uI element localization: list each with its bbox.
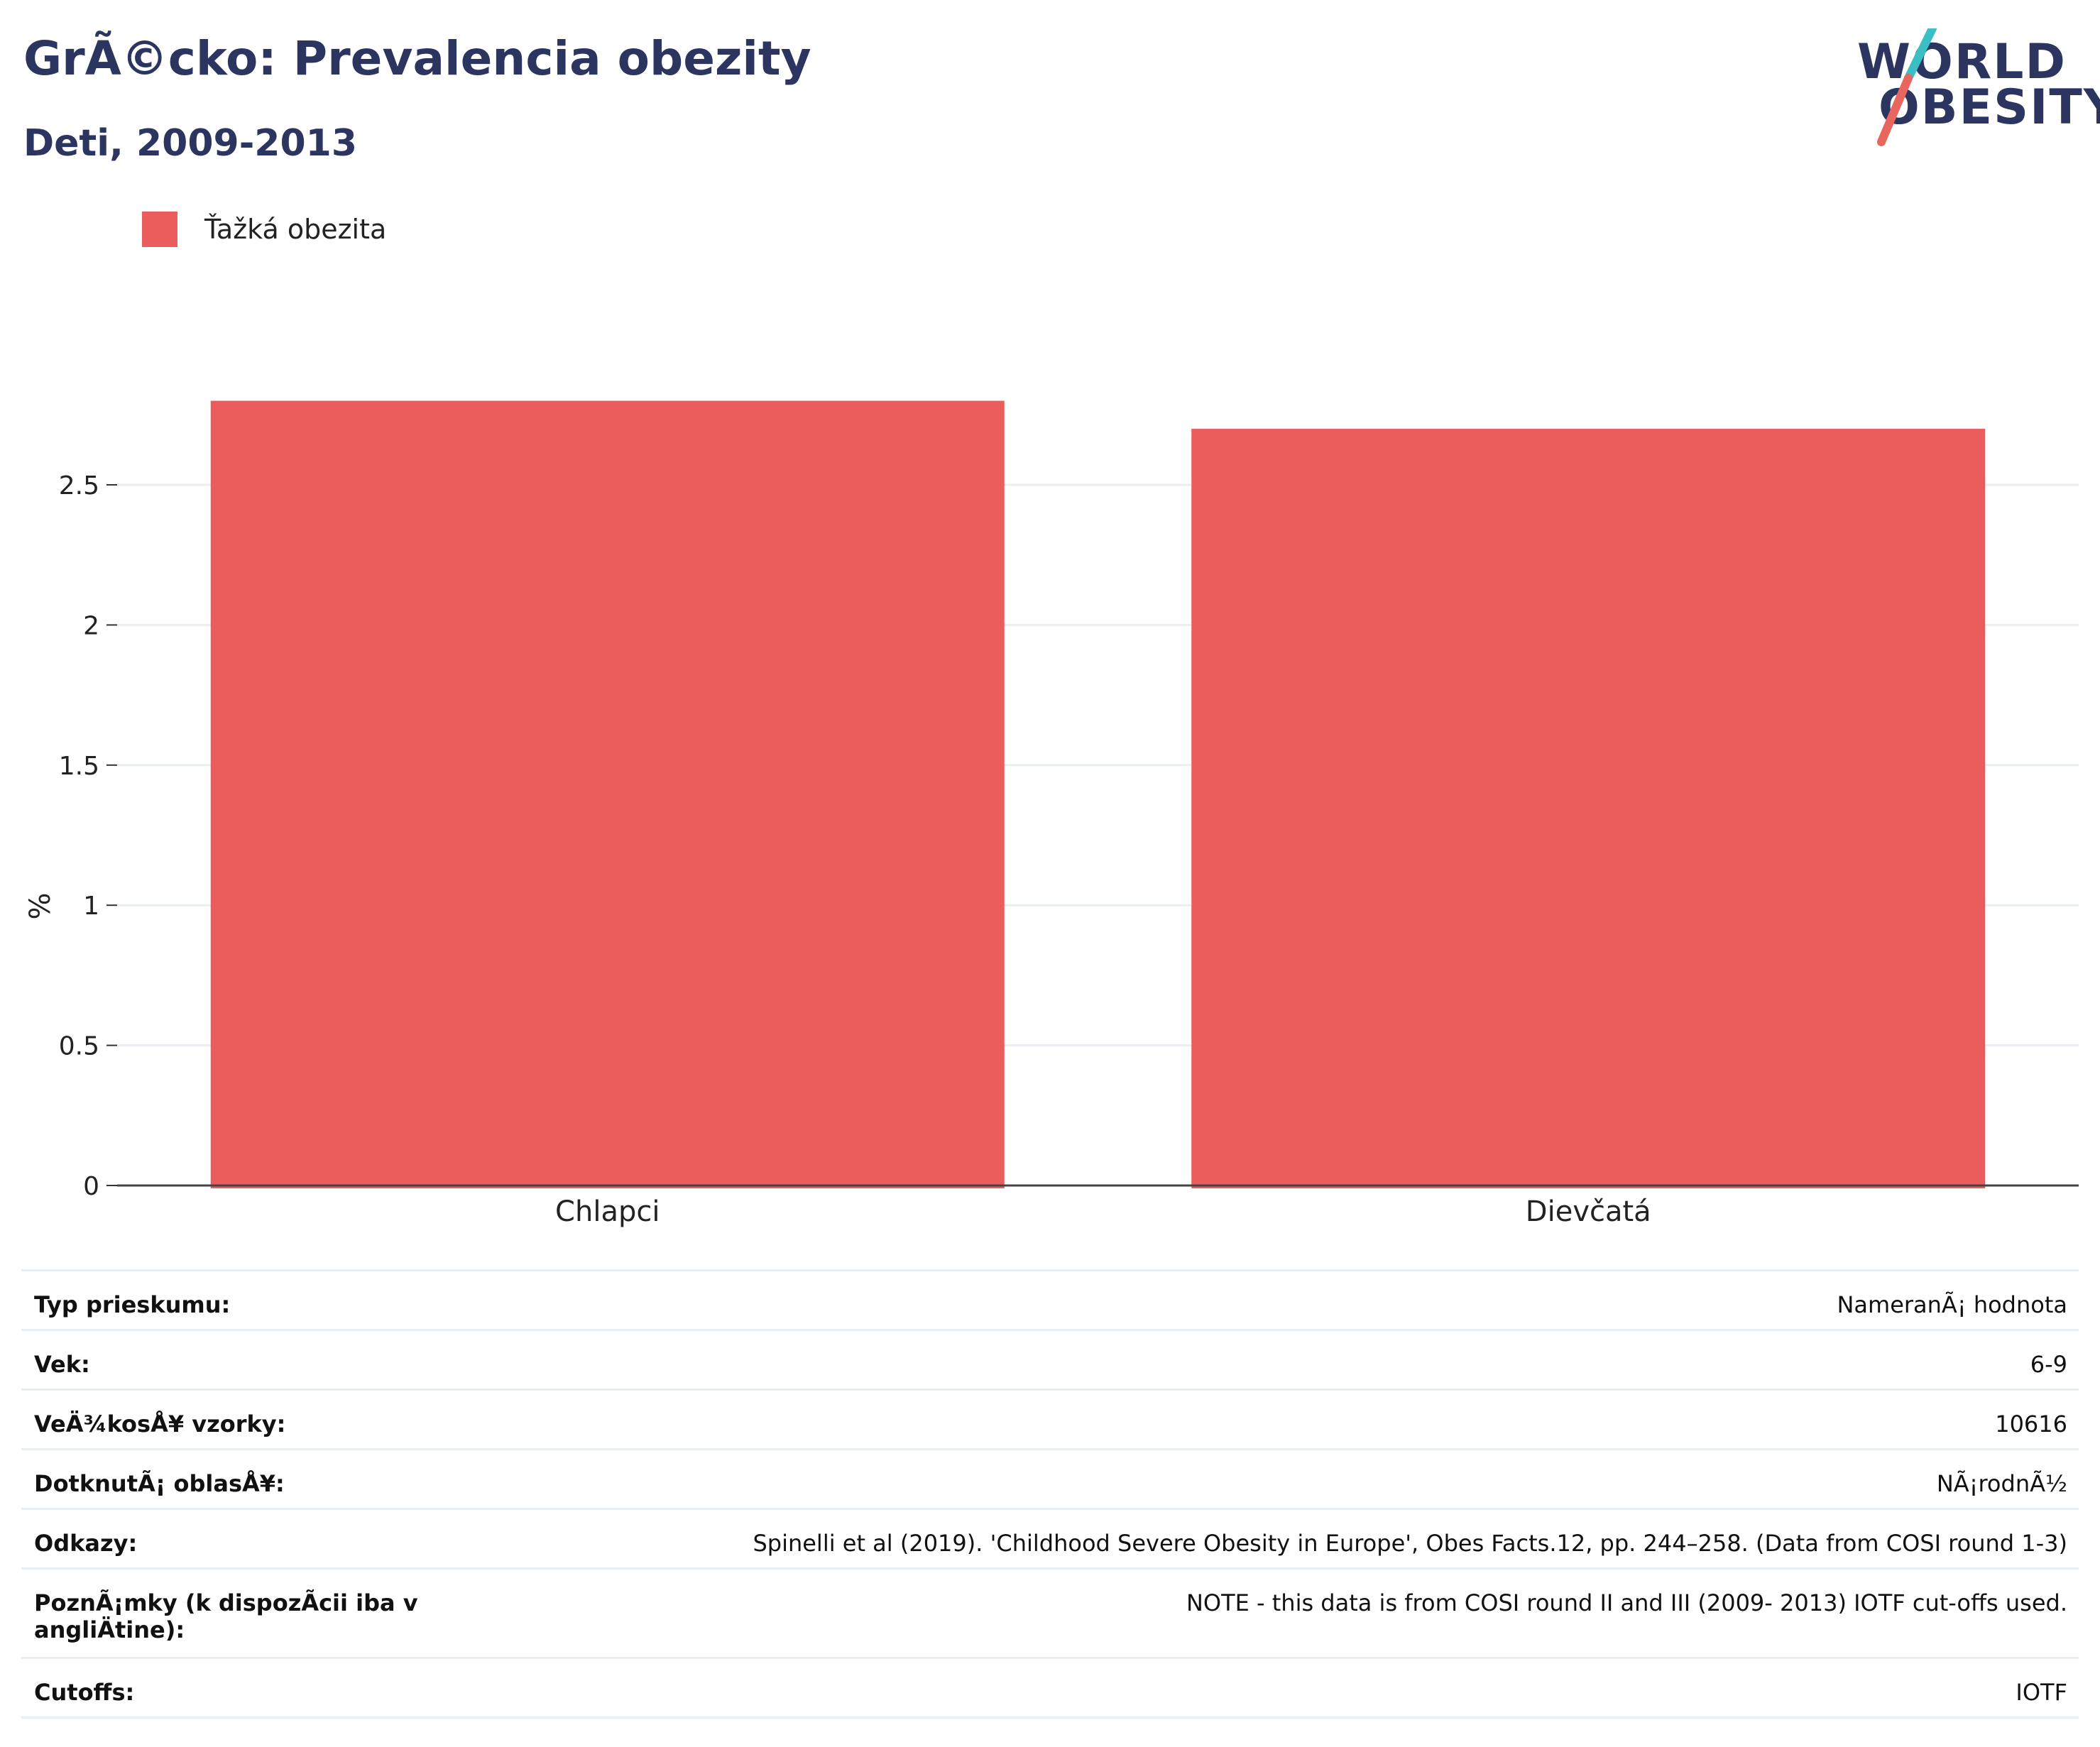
logo-line-1: WORLD (1857, 34, 2067, 90)
info-key: Cutoffs: (21, 1657, 500, 1719)
info-value: NÃ¡rodnÃ½ (500, 1448, 2079, 1509)
info-table: Typ prieskumu: NameranÃ¡ hodnota Vek: 6-9 Ve… (21, 1269, 2079, 1719)
info-row: Cutoffs: IOTF (21, 1657, 2079, 1719)
legend-swatch (142, 212, 177, 247)
y-tick-label: 2 (83, 611, 99, 640)
info-row: PoznÃ¡mky (k dispozÃcii iba v angliÄtine… (21, 1567, 2079, 1658)
info-value: Spinelli et al (2019). 'Childhood Severe… (500, 1508, 2079, 1569)
info-value: 6-9 (500, 1329, 2079, 1390)
bar (210, 400, 1005, 1188)
info-row: VeÄ¾kosÅ¥ vzorky: 10616 (21, 1389, 2079, 1450)
info-key: PoznÃ¡mky (k dispozÃcii iba v angliÄtine… (21, 1567, 500, 1658)
info-row: Vek: 6-9 (21, 1329, 2079, 1390)
info-key: Typ prieskumu: (21, 1269, 500, 1330)
y-tick-label: 1 (83, 892, 99, 921)
bar-chart: 0 0.5 1 1.5 2 2.5% Chlapci Dievčatá (24, 400, 2079, 1228)
info-key: DotknutÃ¡ oblasÅ¥: (21, 1448, 500, 1509)
info-value: NOTE - this data is from COSI round II a… (500, 1567, 2079, 1658)
info-key: Odkazy: (21, 1508, 500, 1569)
y-tick-label: 0 (83, 1172, 99, 1201)
info-value: NameranÃ¡ hodnota (500, 1269, 2079, 1330)
page-subtitle: Deti, 2009-2013 (23, 122, 358, 165)
info-value: 10616 (500, 1389, 2079, 1450)
chart-legend: Ťažká obezita (142, 212, 386, 247)
legend-label: Ťažká obezita (204, 214, 387, 245)
world-obesity-logo: WORLD OBESITY (1853, 28, 2100, 149)
info-row: DotknutÃ¡ oblasÅ¥: NÃ¡rodnÃ½ (21, 1448, 2079, 1509)
logo-slash-icon (1877, 28, 1937, 146)
x-tick-label: Dievčatá (1526, 1195, 1651, 1228)
bar (1191, 429, 1986, 1188)
y-tick-label: 2.5 (59, 471, 99, 500)
x-tick-label: Chlapci (555, 1195, 660, 1228)
info-key: VeÄ¾kosÅ¥ vzorky: (21, 1389, 500, 1450)
info-value: IOTF (500, 1657, 2079, 1719)
page-title: GrÃ©cko: Prevalencia obezity (23, 31, 811, 86)
info-row: Odkazy: Spinelli et al (2019). 'Childhood… (21, 1508, 2079, 1569)
logo-line-2: OBESITY (1878, 80, 2100, 136)
y-tick-label: 0.5 (59, 1032, 99, 1061)
info-key: Vek: (21, 1329, 500, 1390)
y-tick-label: 1.5 (59, 752, 99, 781)
y-axis-label: % (24, 892, 57, 919)
info-row: Typ prieskumu: NameranÃ¡ hodnota (21, 1269, 2079, 1330)
